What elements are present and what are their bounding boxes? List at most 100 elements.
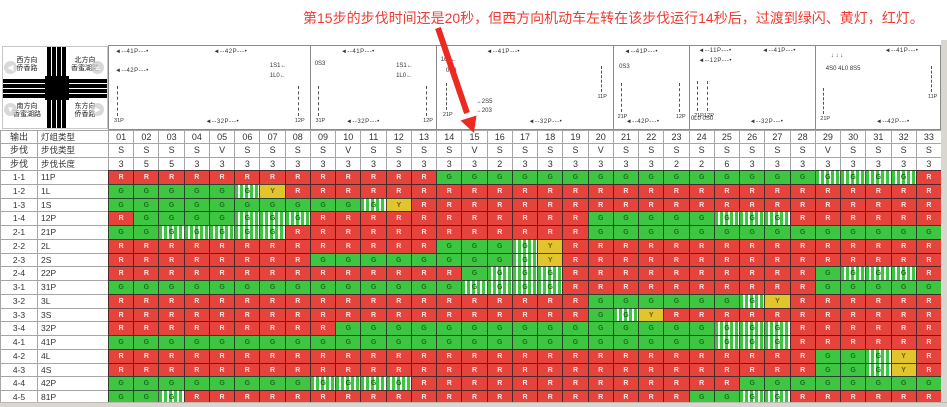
- step-column-header[interactable]: 23: [663, 130, 690, 145]
- step-column-header[interactable]: 05: [208, 130, 236, 145]
- step-column-header[interactable]: 14: [436, 130, 463, 145]
- step-column-header[interactable]: 08: [284, 130, 311, 145]
- step-column-header[interactable]: 13: [410, 130, 438, 145]
- signal-cell: G: [840, 362, 867, 378]
- step-column-header[interactable]: 27: [764, 130, 791, 145]
- step-column-header[interactable]: 07: [259, 130, 286, 145]
- step-column-header[interactable]: 18: [537, 130, 564, 145]
- signal-cell: R: [360, 362, 387, 378]
- signal-cell: R: [789, 183, 816, 199]
- step-column-header[interactable]: 25: [713, 130, 741, 145]
- annotation-text: 第15步的步伐时间还是20秒，但西方向机动车左转在该步伐运行14秒后，过渡到绿闪…: [303, 10, 924, 26]
- signal-cell: G: [208, 211, 236, 227]
- signal-cell: R: [335, 266, 362, 282]
- signal-cell: G: [486, 170, 513, 185]
- signal-cell: G: [486, 266, 513, 282]
- step-column-header[interactable]: 28: [789, 130, 816, 145]
- signal-cell: G: [208, 197, 236, 213]
- movement-arrow-label: 12P: [704, 112, 714, 119]
- step-column-header[interactable]: 24: [688, 130, 715, 145]
- movement-arrow-label: 11P: [597, 94, 607, 101]
- signal-cell: R: [385, 183, 412, 199]
- step-column-header[interactable]: 09: [309, 130, 337, 145]
- signal-cell: G: [284, 211, 311, 227]
- signal-cell: G: [108, 280, 135, 295]
- signal-cell: R: [410, 170, 438, 185]
- signal-cell: R: [133, 266, 160, 282]
- signal-cell: R: [840, 293, 867, 309]
- step-column-header[interactable]: 30: [840, 130, 867, 145]
- signal-cell: R: [688, 197, 715, 213]
- signal-cell: R: [461, 307, 488, 323]
- signal-cell: G: [764, 225, 791, 240]
- step-column-header[interactable]: 20: [587, 130, 614, 145]
- signal-cell: R: [688, 376, 715, 392]
- signal-cell: R: [890, 252, 917, 268]
- step-length-value: 3: [587, 156, 614, 171]
- step-column-header[interactable]: 19: [562, 130, 589, 145]
- step-length-value: 3: [309, 156, 337, 171]
- pan-down-icon[interactable]: ▼: [4, 103, 17, 116]
- step-column-header[interactable]: 10: [335, 130, 362, 145]
- signal-cell: R: [133, 252, 160, 268]
- step-column-header[interactable]: 11: [360, 130, 387, 145]
- signal-cell: R: [284, 362, 311, 378]
- step-column-header[interactable]: 21: [612, 130, 640, 145]
- step-column-header[interactable]: 33: [915, 130, 942, 145]
- step-column-header[interactable]: 16: [486, 130, 513, 145]
- signal-cell: G: [587, 307, 614, 323]
- step-column-header[interactable]: 31: [865, 130, 892, 145]
- step-type-value: S: [562, 143, 589, 158]
- step-column-header[interactable]: 22: [638, 130, 665, 145]
- signal-cell: R: [360, 211, 387, 227]
- signal-cell: R: [309, 348, 337, 364]
- signal-cell: G: [461, 321, 488, 337]
- step-column-header[interactable]: 12: [385, 130, 412, 145]
- signal-cell: R: [739, 252, 766, 268]
- step-column-header[interactable]: 32: [890, 130, 917, 145]
- signal-cell: R: [537, 362, 564, 378]
- pan-left-icon[interactable]: ◀: [4, 61, 17, 74]
- step-column-header[interactable]: 03: [158, 130, 185, 145]
- signal-cell: G: [688, 211, 715, 227]
- step-column-header[interactable]: 02: [133, 130, 160, 145]
- signal-cell: R: [587, 238, 614, 254]
- step-column-header[interactable]: 26: [739, 130, 766, 145]
- step-column-header[interactable]: 15: [461, 130, 488, 145]
- step-column-header[interactable]: 29: [814, 130, 842, 145]
- signal-cell: R: [486, 211, 513, 227]
- row-lamp-group: 4S: [37, 362, 109, 378]
- signal-cell: G: [234, 183, 261, 199]
- signal-cell: R: [638, 238, 665, 254]
- signal-cell: R: [537, 348, 564, 364]
- signal-cell: G: [234, 335, 261, 350]
- step-length-value: 3: [789, 156, 816, 171]
- pan-right-icon[interactable]: ▶: [91, 103, 104, 116]
- signal-cell: R: [511, 293, 539, 309]
- signal-cell: R: [486, 183, 513, 199]
- row-lamp-group: 42P: [37, 376, 109, 392]
- signal-cell: R: [562, 252, 589, 268]
- step-type-value: S: [915, 143, 942, 158]
- step-column-header[interactable]: 17: [511, 130, 539, 145]
- signal-cell: G: [663, 293, 690, 309]
- pan-up-icon[interactable]: ▲: [91, 61, 104, 74]
- step-column-header[interactable]: 06: [234, 130, 261, 145]
- signal-cell: G: [133, 197, 160, 213]
- signal-cell: R: [713, 266, 741, 282]
- step-column-header[interactable]: 04: [183, 130, 210, 145]
- step-length-value: 5: [158, 156, 185, 171]
- step-type-value: V: [587, 143, 614, 158]
- signal-cell: G: [259, 335, 286, 350]
- signal-cell: G: [158, 197, 185, 213]
- step-column-header[interactable]: 01: [108, 130, 135, 145]
- signal-cell: G: [890, 280, 917, 295]
- movement-arrow-vertical: 12P: [676, 83, 686, 120]
- signal-cell: Y: [537, 238, 564, 254]
- signal-cell: R: [486, 307, 513, 323]
- stage-note: 0S3: [619, 64, 630, 71]
- signal-cell: R: [183, 307, 210, 323]
- signal-cell: R: [108, 211, 135, 227]
- signal-cell: R: [814, 293, 842, 309]
- row-lamp-group: 1L: [37, 183, 109, 199]
